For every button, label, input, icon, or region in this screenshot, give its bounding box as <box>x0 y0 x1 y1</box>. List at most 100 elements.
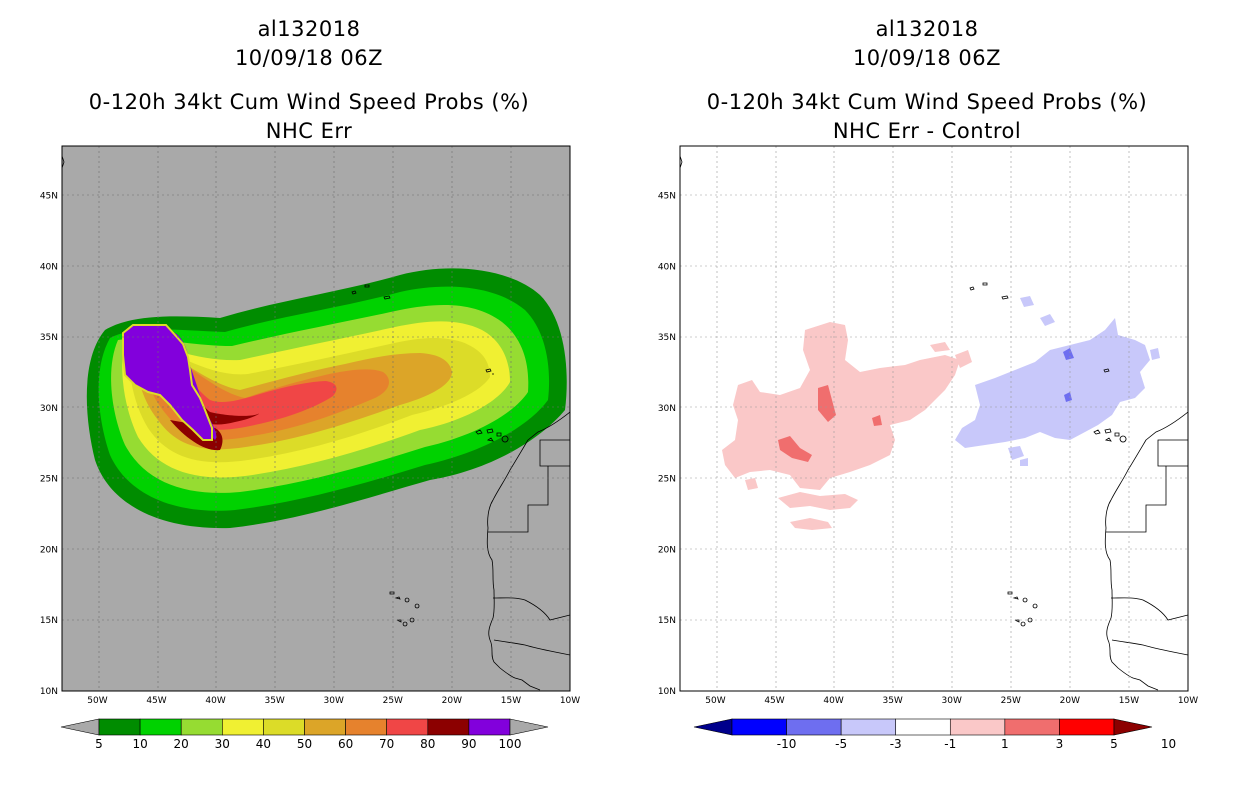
left-lat-tick-label: 35N <box>40 333 58 343</box>
right-colorbar-box <box>1059 718 1115 736</box>
right-lat-tick-label: 30N <box>658 404 676 414</box>
left-lat-tick-label: 15N <box>40 616 58 626</box>
left-lon-tick-label: 25W <box>383 696 403 706</box>
left-colorbar-box <box>180 718 223 736</box>
azores-r <box>969 282 1009 300</box>
canary-islands-r <box>1093 428 1127 443</box>
left-colorbar-box <box>345 718 388 736</box>
left-lat-tick-label: 40N <box>40 262 58 272</box>
diff-minus3-b <box>1064 392 1072 402</box>
right-lat-tick-label: 25N <box>658 475 676 485</box>
right-lat-tick-label: 35N <box>658 333 676 343</box>
mauritania-border-r <box>1157 439 1188 467</box>
left-colorbar-label: 5 <box>95 737 103 751</box>
guinea-border-r <box>1111 639 1188 656</box>
left-colorbar-under-arrow <box>60 718 100 736</box>
right-colorbar-label: 10 <box>1161 737 1176 751</box>
left-colorbar-over-arrow <box>509 718 549 736</box>
right-colorbar-over-arrow <box>1113 718 1153 736</box>
right-datetime: 10/09/18 06Z <box>852 46 1002 70</box>
left-panel: al132018 10/09/18 06Z 0-120h 34kt Cum Wi… <box>88 17 530 143</box>
left-lon-tick-label: 45W <box>146 696 166 706</box>
right-panel: al132018 10/09/18 06Z 0-120h 34kt Cum Wi… <box>618 0 1236 800</box>
diff-positive-2 <box>778 492 858 510</box>
left-coastlines <box>62 155 570 691</box>
right-lon-tick-label: 15W <box>1119 696 1139 706</box>
left-datetime: 10/09/18 06Z <box>234 46 384 70</box>
right-colorbar-label: 1 <box>1001 737 1009 751</box>
right-lon-tick-label: 50W <box>705 696 725 706</box>
left-axis-ticks: 50W 45W 40W 35W 30W 25W 20W 15W 10W 10N 15N 20N 25N 3… <box>40 192 580 706</box>
right-lon-tick-label: 25W <box>1001 696 1021 706</box>
senegal-border-r <box>1110 597 1188 621</box>
left-lat-tick-label: 10N <box>40 687 58 697</box>
madeira-r <box>1103 368 1110 373</box>
left-colorbar-label: 10 <box>132 737 147 751</box>
left-colorbar-label: 40 <box>256 737 271 751</box>
right-lon-tick-label: 35W <box>882 696 902 706</box>
right-lon-tick-label: 20W <box>1060 696 1080 706</box>
right-title: 0-120h 34kt Cum Wind Speed Probs (%) <box>706 90 1148 114</box>
right-lat-tick-label: 15N <box>658 616 676 626</box>
left-colorbar-box <box>98 718 141 736</box>
right-colorbar-box <box>731 718 787 736</box>
right-gridlines <box>680 146 1188 691</box>
madeira <box>485 368 494 375</box>
right-map: 50W 45W 40W 35W 30W 25W 20W 15W 10W 10N 15N 20N 25N 3… <box>658 145 1198 751</box>
right-lon-tick-label: 45W <box>764 696 784 706</box>
left-colorbar-label: 50 <box>297 737 312 751</box>
right-colorbar-box <box>786 718 842 736</box>
right-lat-tick-label: 45N <box>658 192 676 202</box>
probability-swath <box>86 268 567 529</box>
guinea-border <box>493 639 570 656</box>
cape-verde-r <box>1007 591 1038 627</box>
right-colorbar-box <box>840 718 897 736</box>
left-lon-tick-label: 30W <box>324 696 344 706</box>
right-lat-tick-label: 40N <box>658 262 676 272</box>
right-lon-tick-label: 40W <box>823 696 843 706</box>
left-colorbar-box <box>222 718 264 736</box>
diff-positive-5 <box>930 342 972 368</box>
right-colorbar-box <box>949 718 1006 736</box>
wsahara-border-r <box>1106 466 1167 533</box>
left-colorbar-box <box>427 718 470 736</box>
left-colorbar-label: 30 <box>215 737 230 751</box>
right-colorbar: -10 -5 -3 -1 1 3 5 10 <box>693 718 1176 751</box>
left-lon-tick-label: 20W <box>442 696 462 706</box>
right-colorbar-label: 3 <box>1056 737 1064 751</box>
left-lat-tick-label: 20N <box>40 545 58 555</box>
africa-coast <box>486 411 570 691</box>
left-lat-tick-label: 30N <box>40 404 58 414</box>
left-lon-tick-label: 40W <box>205 696 225 706</box>
left-gridlines <box>62 146 570 691</box>
right-colorbar-box <box>1004 718 1060 736</box>
left-map-frame <box>61 145 571 692</box>
canary-islands <box>475 428 509 443</box>
mauritania-border <box>539 439 570 467</box>
right-lat-tick-label: 20N <box>658 545 676 555</box>
left-colorbar-label: 70 <box>379 737 394 751</box>
diff-negative-3 <box>1008 446 1028 466</box>
right-subtitle: NHC Err - Control <box>832 119 1022 143</box>
left-lon-tick-label: 35W <box>264 696 284 706</box>
left-map: 50W 45W 40W 35W 30W 25W 20W 15W 10W 10N 15N 20N 25N 3… <box>40 145 580 751</box>
right-axis-ticks: 50W 45W 40W 35W 30W 25W 20W 15W 10W 10N 15N 20N 25N 3… <box>658 192 1198 706</box>
diff-3-a <box>818 385 836 422</box>
left-lat-tick-label: 25N <box>40 475 58 485</box>
right-lon-tick-label: 10W <box>1178 696 1198 706</box>
left-title: 0-120h 34kt Cum Wind Speed Probs (%) <box>88 90 530 114</box>
right-colorbar-box <box>895 718 951 736</box>
diff-positive-3 <box>790 518 832 530</box>
africa-coast-r <box>1104 411 1188 691</box>
wsahara-border <box>488 466 549 533</box>
left-colorbar-box <box>139 718 182 736</box>
left-colorbar-label: 20 <box>174 737 189 751</box>
diff-3-b <box>778 436 812 462</box>
left-storm-id: al132018 <box>257 17 361 41</box>
left-colorbar-label: 90 <box>461 737 476 751</box>
right-storm-id: al132018 <box>875 17 979 41</box>
right-coastlines <box>680 155 1188 691</box>
right-colorbar-label: -5 <box>835 737 847 751</box>
right-colorbar-under-arrow <box>693 718 733 736</box>
